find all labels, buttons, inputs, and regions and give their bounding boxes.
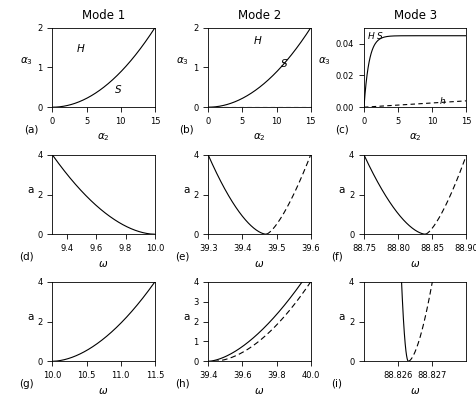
Y-axis label: $\alpha_3$: $\alpha_3$ (318, 56, 331, 67)
Text: $S$: $S$ (376, 30, 384, 41)
X-axis label: $\omega$: $\omega$ (410, 385, 420, 395)
X-axis label: $\omega$: $\omega$ (254, 258, 265, 268)
Text: $H$: $H$ (76, 42, 86, 54)
Title: Mode 3: Mode 3 (394, 10, 437, 23)
Title: Mode 2: Mode 2 (238, 10, 281, 23)
Title: Mode 1: Mode 1 (82, 10, 125, 23)
Y-axis label: $\alpha_3$: $\alpha_3$ (176, 56, 188, 67)
Text: $S$: $S$ (114, 83, 122, 95)
Text: $h$: $h$ (439, 95, 446, 106)
Text: $H$: $H$ (253, 34, 262, 46)
Text: $S$: $S$ (280, 58, 288, 69)
Y-axis label: $\alpha_3$: $\alpha_3$ (20, 56, 33, 67)
Y-axis label: a: a (339, 312, 345, 322)
Text: (h): (h) (175, 379, 190, 389)
Text: (i): (i) (331, 379, 342, 389)
Y-axis label: a: a (183, 185, 189, 195)
Y-axis label: a: a (27, 185, 34, 195)
Text: (f): (f) (331, 252, 343, 262)
Y-axis label: a: a (339, 185, 345, 195)
Text: (b): (b) (179, 125, 194, 135)
Text: (c): (c) (335, 125, 349, 135)
X-axis label: $\omega$: $\omega$ (410, 258, 420, 268)
Text: (e): (e) (175, 252, 190, 262)
X-axis label: $\alpha_2$: $\alpha_2$ (409, 131, 422, 143)
X-axis label: $\omega$: $\omega$ (99, 385, 109, 395)
X-axis label: $\alpha_2$: $\alpha_2$ (97, 131, 110, 143)
Y-axis label: a: a (27, 312, 34, 322)
Y-axis label: a: a (183, 312, 189, 322)
X-axis label: $\omega$: $\omega$ (254, 385, 265, 395)
Text: (d): (d) (20, 252, 34, 262)
Text: (g): (g) (20, 379, 34, 389)
X-axis label: $\omega$: $\omega$ (99, 258, 109, 268)
Text: $H$: $H$ (367, 30, 376, 41)
Text: (a): (a) (24, 125, 38, 135)
X-axis label: $\alpha_2$: $\alpha_2$ (253, 131, 266, 143)
